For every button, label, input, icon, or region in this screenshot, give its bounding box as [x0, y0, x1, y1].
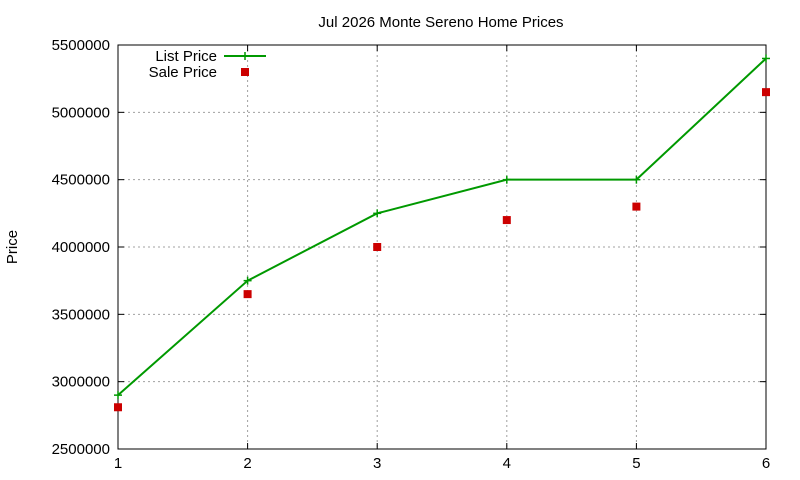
sale-price-point — [373, 243, 382, 251]
x-tick-label: 6 — [762, 455, 770, 472]
legend-label-sale-price: Sale Price — [149, 64, 217, 81]
sale-price-point — [114, 403, 122, 412]
y-tick-label: 4500000 — [52, 172, 110, 189]
list-price-point — [632, 175, 641, 184]
sale-price-point — [762, 88, 770, 97]
axis-ticks: 2500000 3000000 3500000 4000000 4500000 50000… — [52, 37, 771, 472]
x-tick-label: 1 — [114, 455, 122, 472]
list-price-point — [502, 175, 511, 184]
legend: List Price Sale Price — [149, 48, 266, 81]
chart-title: Jul 2026 Monte Sereno Home Prices — [318, 14, 563, 31]
list-price-line — [117, 57, 767, 396]
grid-lines — [118, 45, 766, 449]
legend-marker-sale-price — [241, 68, 249, 76]
sale-price-point — [243, 290, 252, 299]
x-tick-label: 2 — [243, 455, 251, 472]
legend-label-list-price: List Price — [155, 48, 217, 65]
sale-price-point — [632, 202, 641, 211]
y-tick-label: 3500000 — [52, 306, 110, 323]
list-price-point — [762, 54, 770, 63]
list-price-point — [243, 276, 252, 285]
x-tick-label: 3 — [373, 455, 381, 472]
sale-price-point — [502, 216, 511, 225]
y-tick-label: 3000000 — [52, 374, 110, 391]
y-tick-label: 5000000 — [52, 104, 110, 121]
list-price-point — [114, 391, 122, 400]
list-price-point — [373, 209, 382, 218]
data-series — [114, 54, 770, 412]
y-tick-label: 4000000 — [52, 239, 110, 256]
y-tick-label: 2500000 — [52, 441, 110, 458]
plot-frame — [117, 44, 767, 450]
legend-marker-list-price — [241, 52, 249, 60]
x-tick-label: 5 — [632, 455, 640, 472]
y-tick-label: 5500000 — [52, 37, 110, 54]
y-axis-label: Price — [4, 230, 21, 264]
x-tick-label: 4 — [503, 455, 511, 472]
